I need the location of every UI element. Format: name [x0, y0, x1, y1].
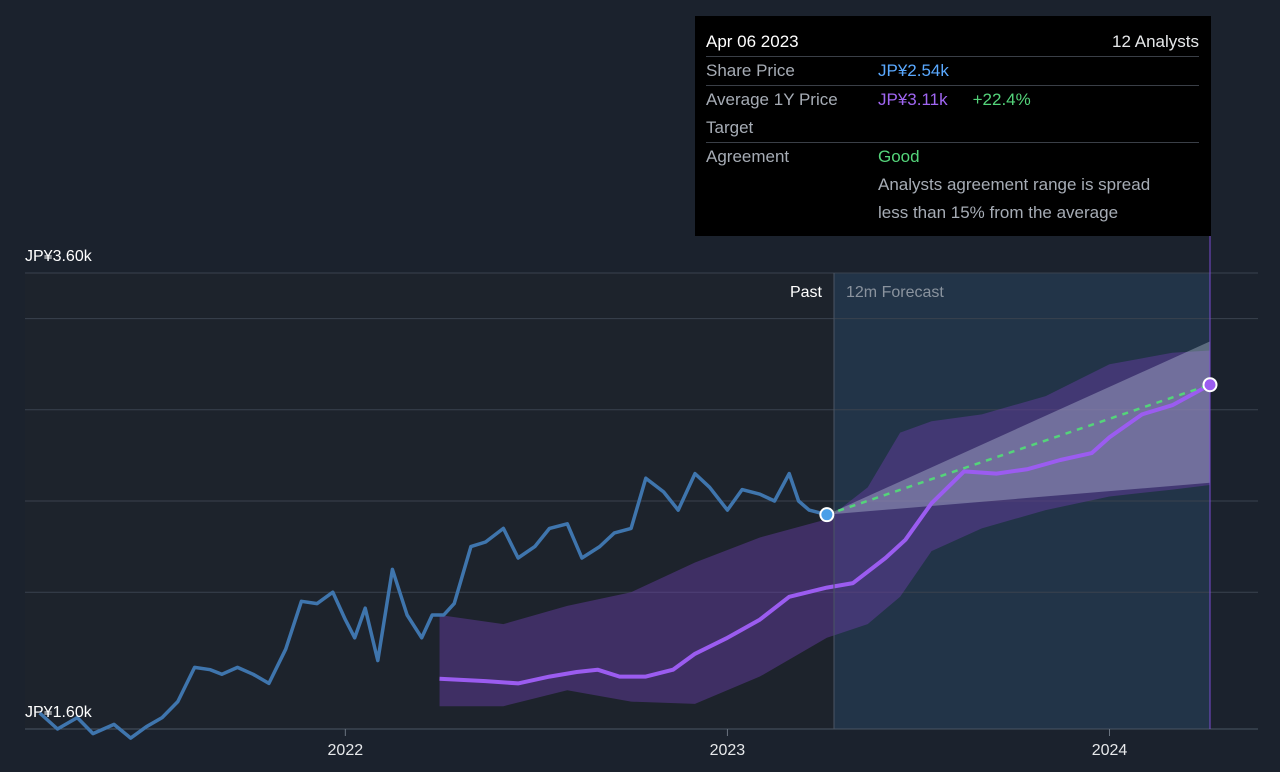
- x-axis: 2022 2023 2024: [328, 729, 1128, 759]
- y-top-label: JP¥3.60k: [25, 248, 93, 265]
- forecast-label: 12m Forecast: [846, 284, 944, 301]
- target-range-band: [439, 350, 1210, 707]
- x-tick-label: 2022: [328, 742, 364, 759]
- share-price-label: Share Price: [706, 61, 795, 80]
- x-tick-label: 2023: [710, 742, 746, 759]
- forecast-cone: [826, 341, 1210, 515]
- agreement-value: Good: [878, 147, 920, 166]
- agreement-note: Analysts agreement range is spread: [878, 175, 1151, 194]
- tooltip-date: Apr 06 2023: [706, 32, 799, 51]
- forecast-dashed-line: [826, 383, 1211, 516]
- share-price-line: [38, 471, 828, 740]
- agreement-label: Agreement: [706, 147, 790, 166]
- avg-target-label: Average 1Y Price: [706, 90, 838, 109]
- x-tick-label: 2024: [1092, 742, 1128, 759]
- agreement-note-2: less than 15% from the average: [878, 203, 1119, 222]
- target-price-marker[interactable]: [1202, 377, 1218, 393]
- analyst-tooltip: Apr 06 2023 12 Analysts Share Price JP¥2…: [695, 16, 1211, 236]
- past-label: Past: [790, 284, 823, 301]
- gridlines: [25, 272, 1258, 730]
- avg-target-change: +22.4%: [972, 90, 1031, 109]
- avg-target-label-2: Target: [706, 118, 754, 137]
- share-price-value: JP¥2.54k: [878, 61, 949, 80]
- avg-target-value: JP¥3.11k: [878, 90, 948, 109]
- target-price-line: [439, 382, 1211, 686]
- analyst-count: 12 Analysts: [1112, 32, 1199, 51]
- y-bottom-label: JP¥1.60k: [25, 704, 93, 721]
- current-price-marker[interactable]: [819, 507, 835, 523]
